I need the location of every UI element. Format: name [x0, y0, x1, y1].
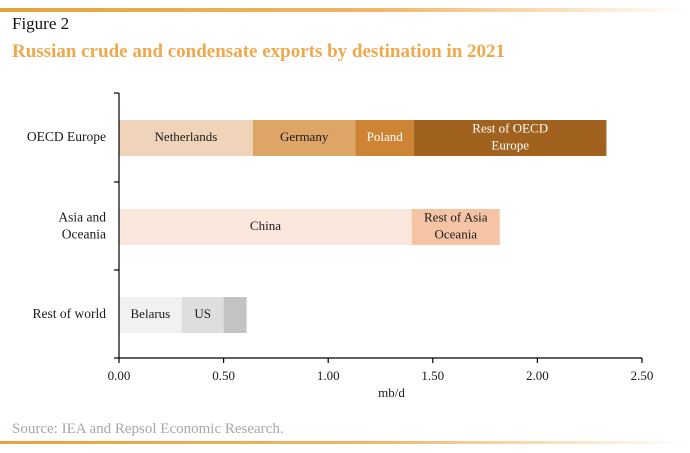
source-note: Source: IEA and Repsol Economic Research…: [12, 421, 284, 437]
segment-label: Rest of OECD Europe: [472, 120, 548, 152]
category-label: Asia and Oceania: [58, 210, 106, 242]
segment-label: Poland: [367, 129, 404, 144]
segment-label: Belarus: [131, 306, 171, 321]
x-tick-label: 1.50: [421, 368, 444, 383]
figure-label: Figure 2: [12, 14, 70, 33]
x-tick-label: 0.00: [108, 368, 131, 383]
bar-segment: [119, 209, 412, 245]
bar-segment: [413, 120, 607, 156]
bar-segment: [252, 120, 356, 156]
bar-segment: [411, 209, 500, 245]
bar-segment: [181, 297, 224, 333]
bottom-accent-rule: [0, 441, 690, 444]
category-label: Rest of world: [33, 306, 107, 321]
segment-label: US: [194, 306, 211, 321]
chart-title: Russian crude and condensate exports by …: [12, 41, 506, 62]
category-label: OECD Europe: [27, 129, 106, 144]
bar-segment: [119, 120, 253, 156]
bar-segment: [355, 120, 414, 156]
x-tick-label: 0.50: [212, 368, 235, 383]
x-tick-label: 1.00: [317, 368, 340, 383]
x-tick-label: 2.50: [631, 368, 654, 383]
segment-label: Rest of Asia Oceania: [424, 209, 488, 241]
x-tick-label: 2.00: [526, 368, 549, 383]
segment-label: Germany: [280, 129, 329, 144]
bar-segment: [119, 297, 182, 333]
segment-label: China: [250, 218, 281, 233]
bar-segment: [223, 297, 247, 333]
segment-label: Netherlands: [155, 129, 218, 144]
x-axis-title: mb/d: [378, 385, 405, 400]
top-accent-rule: [0, 8, 690, 12]
